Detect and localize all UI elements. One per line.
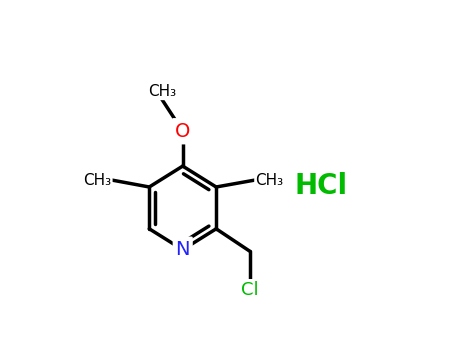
Text: CH₃: CH₃ xyxy=(83,173,112,188)
Text: CH₃: CH₃ xyxy=(255,173,283,188)
Text: O: O xyxy=(173,119,192,143)
Text: CH₃: CH₃ xyxy=(148,84,176,99)
Text: CH₃: CH₃ xyxy=(255,171,291,190)
Text: O: O xyxy=(175,122,190,141)
Text: Cl: Cl xyxy=(241,281,258,299)
Text: CH₃: CH₃ xyxy=(76,171,112,190)
Text: N: N xyxy=(176,240,190,259)
Text: CH₃: CH₃ xyxy=(144,80,180,99)
Text: N: N xyxy=(174,238,191,262)
Text: Cl: Cl xyxy=(239,280,261,300)
Text: HCl: HCl xyxy=(294,172,347,199)
